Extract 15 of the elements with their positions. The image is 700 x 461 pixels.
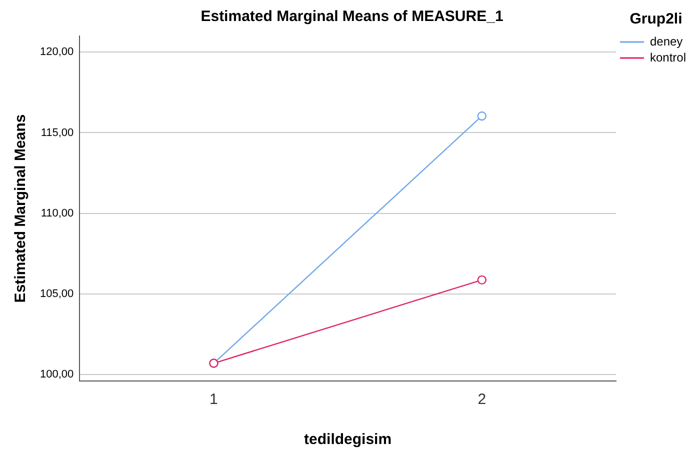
y-tick-label: 100,00 — [40, 368, 74, 381]
legend-label: kontrol — [650, 50, 686, 64]
legend-title: Grup2li — [630, 10, 682, 28]
point — [477, 111, 486, 121]
x-tick-label: 1 — [210, 391, 218, 408]
y-tick-label: 115,00 — [40, 126, 74, 139]
x-axis-title: tedildegisim — [304, 431, 392, 448]
y-tick-label: 110,00 — [40, 207, 74, 220]
y-tick-label: 105,00 — [40, 288, 74, 300]
point — [477, 275, 486, 285]
chart-title: Estimated Marginal Means of MEASURE_1 — [200, 8, 504, 26]
y-axis-title: Estimated Marginal Means — [12, 114, 30, 303]
y-tick-label: 120,00 — [40, 46, 74, 58]
x-tick-label: 2 — [478, 391, 486, 408]
legend-label: deney — [650, 34, 683, 48]
